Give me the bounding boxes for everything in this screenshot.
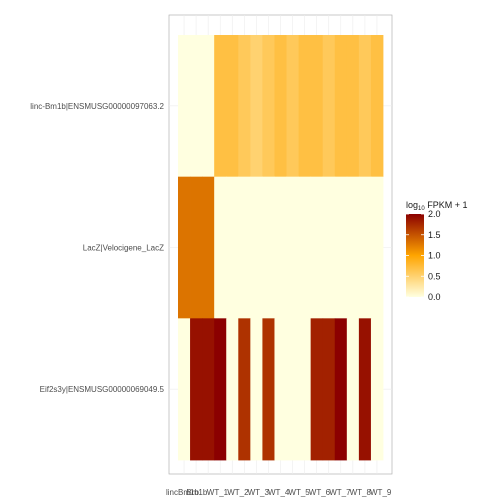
legend-tick-label: 1.5: [428, 230, 441, 240]
x-tick-label: WT_5: [288, 488, 310, 497]
heatmap-cell: [262, 318, 275, 461]
heatmap-cell: [250, 176, 263, 319]
heatmap-cell: [346, 35, 360, 178]
heatmap-cell: [334, 35, 348, 178]
heatmap-cell: [286, 176, 299, 319]
heatmap-cell: [202, 318, 215, 461]
heatmap-cell: [370, 176, 384, 319]
heatmap-cell: [298, 318, 312, 461]
y-axis-labels: linc-Bm1b|ENSMUSG00000097063.2 LacZ|Veloc…: [30, 102, 164, 394]
legend-tick-label: 0.0: [428, 292, 441, 302]
legend-tick-label: 2.0: [428, 209, 441, 219]
x-tick-label: WT_7: [329, 488, 351, 497]
heatmap-cell: [346, 318, 360, 461]
heatmap-cell: [310, 176, 324, 319]
legend-ticks: 2.0 1.5 1.0 0.5 0.0: [406, 209, 441, 302]
heatmap-cell: [238, 35, 251, 178]
heatmap-cell: [298, 176, 312, 319]
legend-colorbar: [406, 214, 424, 297]
x-tick-label: WT_1: [207, 488, 229, 497]
heatmap-cell: [310, 35, 324, 178]
y-tick-label: Eif2s3y|ENSMUSG00000069049.5: [40, 385, 165, 394]
heatmap-cell: [226, 176, 239, 319]
heatmap-cell: [238, 176, 251, 319]
color-legend: log10 FPKM + 1 2.0 1.5 1.0 0.5 0.0: [406, 200, 467, 302]
x-tick-label: Bm1b: [186, 488, 207, 497]
legend-title-sub: 10: [418, 206, 425, 212]
heatmap-cell: [214, 35, 227, 178]
heatmap-cell: [202, 35, 215, 178]
heatmap-cell: [250, 318, 263, 461]
x-tick-label: WT_9: [370, 488, 392, 497]
heatmap-cell: [274, 176, 287, 319]
heatmap-cell: [334, 176, 348, 319]
heatmap-cell: [310, 318, 324, 461]
heatmap-cell: [190, 35, 203, 178]
legend-tick-label: 1.0: [428, 251, 441, 261]
heatmap-cell: [190, 318, 203, 461]
heatmap-cell: [370, 35, 384, 178]
heatmap-cell: [250, 35, 263, 178]
heatmap-cell: [322, 35, 336, 178]
heatmap-cell: [226, 35, 239, 178]
heatmap-cell: [286, 318, 299, 461]
heatmap-cell: [262, 176, 275, 319]
heatmap-cell: [358, 176, 372, 319]
heatmap-cell: [214, 318, 227, 461]
heatmap-cell: [214, 176, 227, 319]
heatmap-cell: [274, 35, 287, 178]
heatmap-cell: [286, 35, 299, 178]
heatmap-cell: [274, 318, 287, 461]
x-tick-label: WT_8: [350, 488, 372, 497]
heatmap-cell: [298, 35, 312, 178]
legend-title-suffix: FPKM + 1: [425, 200, 468, 210]
heatmap-cell: [346, 176, 360, 319]
heatmap-cell: [178, 176, 191, 319]
heatmap-cell: [358, 318, 372, 461]
legend-tick-label: 0.5: [428, 271, 441, 281]
heatmap-cell: [322, 176, 336, 319]
heatmap-cell: [370, 318, 384, 461]
x-tick-label: WT_2: [227, 488, 249, 497]
x-tick-label: lincBm1b: [166, 488, 199, 497]
heatmap-cells: [178, 35, 384, 461]
heatmap-cell: [334, 318, 348, 461]
heatmap-cell: [226, 318, 239, 461]
heatmap-cell: [202, 176, 215, 319]
x-tick-label: WT_6: [309, 488, 331, 497]
legend-title: log10 FPKM + 1: [406, 200, 467, 212]
y-tick-label: linc-Bm1b|ENSMUSG00000097063.2: [30, 102, 164, 111]
heatmap-cell: [178, 35, 191, 178]
heatmap-cell: [322, 318, 336, 461]
heatmap-cell: [262, 35, 275, 178]
heatmap-cell: [190, 176, 203, 319]
heatmap-cell: [358, 35, 372, 178]
y-tick-label: LacZ|Velocigene_LacZ: [83, 244, 164, 253]
heatmap-cell: [238, 318, 251, 461]
heatmap-cell: [178, 318, 191, 461]
x-tick-label: WT_3: [248, 488, 270, 497]
x-tick-label: WT_4: [268, 488, 290, 497]
legend-title-prefix: log: [406, 200, 418, 210]
